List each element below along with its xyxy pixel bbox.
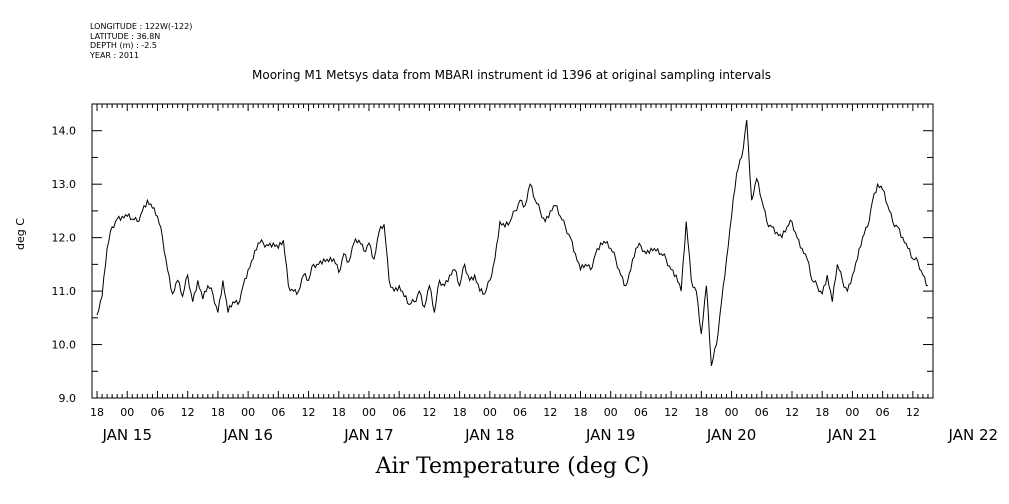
plot-frame (91, 103, 934, 399)
x-hour-tick-label: 00 (845, 406, 859, 419)
x-hour-tick-label: 00 (604, 406, 618, 419)
axis-tick-labels: 18 00 06 12 18 00 06 12 18 00 06 12 18 00 06 12 18 00 06 12… (52, 125, 999, 444)
x-hour-tick-label: 18 (573, 406, 587, 419)
station-metadata: LONGITUDE : 122W(-122) LATITUDE : 36.8N … (90, 22, 192, 60)
x-axis-label: Air Temperature (deg C) (375, 454, 650, 479)
x-day-label: JAN 18 (464, 426, 515, 444)
x-hour-tick-label: 00 (241, 406, 255, 419)
x-day-label: JAN 21 (827, 426, 878, 444)
x-hour-tick-label: 18 (453, 406, 467, 419)
x-hour-tick-label: 06 (150, 406, 164, 419)
x-hour-tick-label: 12 (422, 406, 436, 419)
x-day-label: JAN 19 (585, 426, 636, 444)
x-day-label: JAN 20 (706, 426, 757, 444)
x-hour-tick-label: 12 (664, 406, 678, 419)
x-hour-tick-label: 18 (815, 406, 829, 419)
axis-ticks (91, 103, 934, 399)
x-day-label: JAN 16 (222, 426, 273, 444)
x-hour-tick-label: 00 (483, 406, 497, 419)
x-hour-tick-label: 12 (302, 406, 316, 419)
x-hour-tick-label: 06 (755, 406, 769, 419)
x-hour-tick-label: 00 (120, 406, 134, 419)
y-tick-label: 9.0 (59, 392, 77, 405)
x-day-label: JAN 17 (343, 426, 394, 444)
x-hour-tick-label: 12 (906, 406, 920, 419)
y-tick-label: 11.0 (52, 285, 77, 298)
x-hour-tick-label: 00 (362, 406, 376, 419)
chart-title: Mooring M1 Metsys data from MBARI instru… (252, 68, 771, 82)
depth-text: DEPTH (m) : -2.5 (90, 41, 157, 50)
x-hour-tick-label: 12 (543, 406, 557, 419)
x-hour-tick-label: 12 (785, 406, 799, 419)
x-hour-tick-label: 06 (634, 406, 648, 419)
year-text: YEAR : 2011 (90, 50, 140, 60)
x-day-label: JAN 15 (102, 426, 153, 444)
x-hour-tick-label: 18 (694, 406, 708, 419)
x-hour-tick-label: 18 (211, 406, 225, 419)
x-hour-tick-label: 06 (513, 406, 527, 419)
x-hour-tick-label: 18 (90, 406, 104, 419)
x-hour-tick-label: 06 (271, 406, 285, 419)
latitude-text: LATITUDE : 36.8N (90, 31, 161, 41)
longitude-text: LONGITUDE : 122W(-122) (90, 22, 193, 31)
air-temperature-line (96, 119, 929, 367)
y-tick-label: 13.0 (52, 178, 77, 191)
x-hour-tick-label: 06 (876, 406, 890, 419)
y-tick-label: 10.0 (52, 339, 77, 352)
x-hour-tick-label: 06 (392, 406, 406, 419)
x-hour-tick-label: 12 (181, 406, 195, 419)
y-tick-label: 14.0 (52, 125, 77, 138)
x-hour-tick-label: 18 (332, 406, 346, 419)
x-day-label: JAN 22 (948, 426, 999, 444)
y-tick-label: 12.0 (52, 232, 77, 245)
x-hour-tick-label: 00 (725, 406, 739, 419)
